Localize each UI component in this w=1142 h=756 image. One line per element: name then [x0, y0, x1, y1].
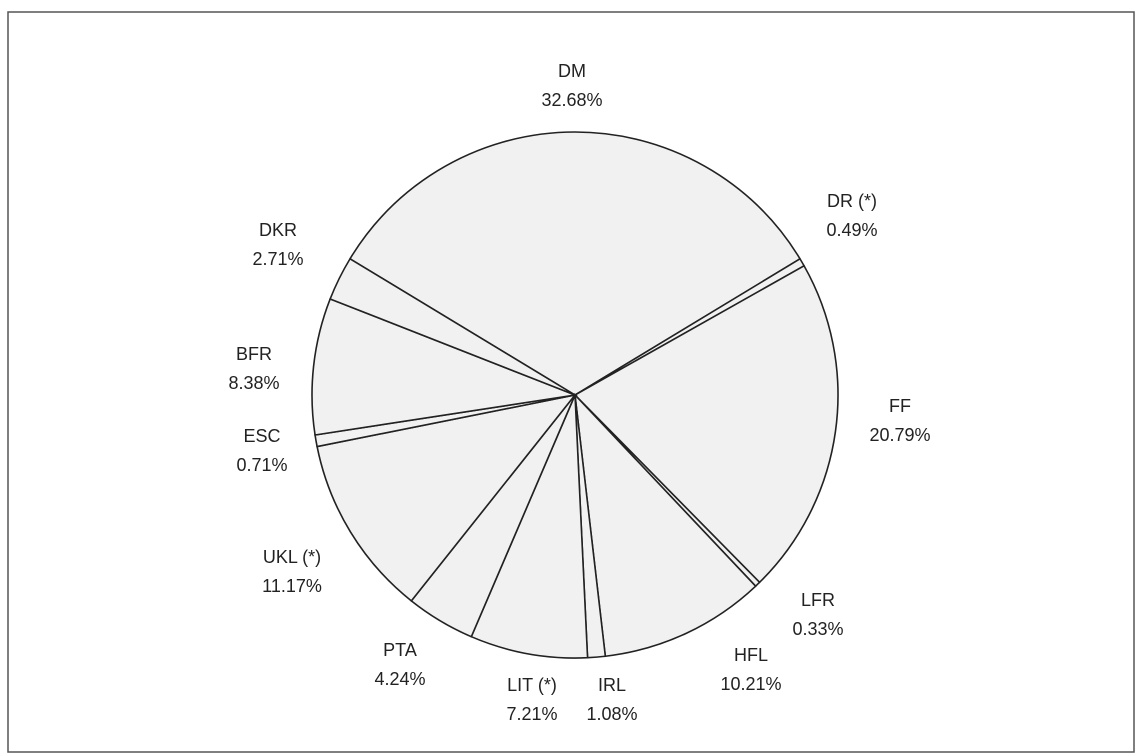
- slice-value-label: 11.17%: [262, 576, 322, 596]
- slice-value-label: 8.38%: [228, 373, 279, 393]
- slice-label: DM: [558, 61, 586, 81]
- slice-label: HFL: [734, 645, 768, 665]
- pie-slice: [573, 392, 757, 658]
- slice-value-label: 0.71%: [236, 455, 287, 475]
- pie-slice: [311, 297, 579, 436]
- slice-value-label: 32.68%: [541, 90, 602, 110]
- pie-slice: [348, 131, 802, 396]
- slice-value-label: 2.71%: [252, 249, 303, 269]
- pie-slice: [316, 393, 577, 602]
- slice-value-label: 20.79%: [869, 425, 930, 445]
- slice-label: PTA: [383, 640, 417, 660]
- slice-value-label: 1.08%: [586, 704, 637, 724]
- slice-label: LIT (*): [507, 675, 557, 695]
- slice-value-label: 10.21%: [720, 674, 781, 694]
- slice-label: BFR: [236, 344, 272, 364]
- slice-label: UKL (*): [263, 547, 321, 567]
- slice-value-label: 0.33%: [792, 619, 843, 639]
- slice-label: FF: [889, 396, 911, 416]
- pie-slice: [470, 394, 589, 659]
- slice-value-label: 7.21%: [506, 704, 557, 724]
- pie-slice: [573, 264, 839, 584]
- slice-value-label: 4.24%: [374, 669, 425, 689]
- slice-label: DR (*): [827, 191, 877, 211]
- slice-label: LFR: [801, 590, 835, 610]
- slice-value-label: 0.49%: [826, 220, 877, 240]
- pie-slice: [329, 257, 576, 396]
- slice-label: DKR: [259, 220, 297, 240]
- slice-label: IRL: [598, 675, 626, 695]
- slice-label: ESC: [243, 426, 280, 446]
